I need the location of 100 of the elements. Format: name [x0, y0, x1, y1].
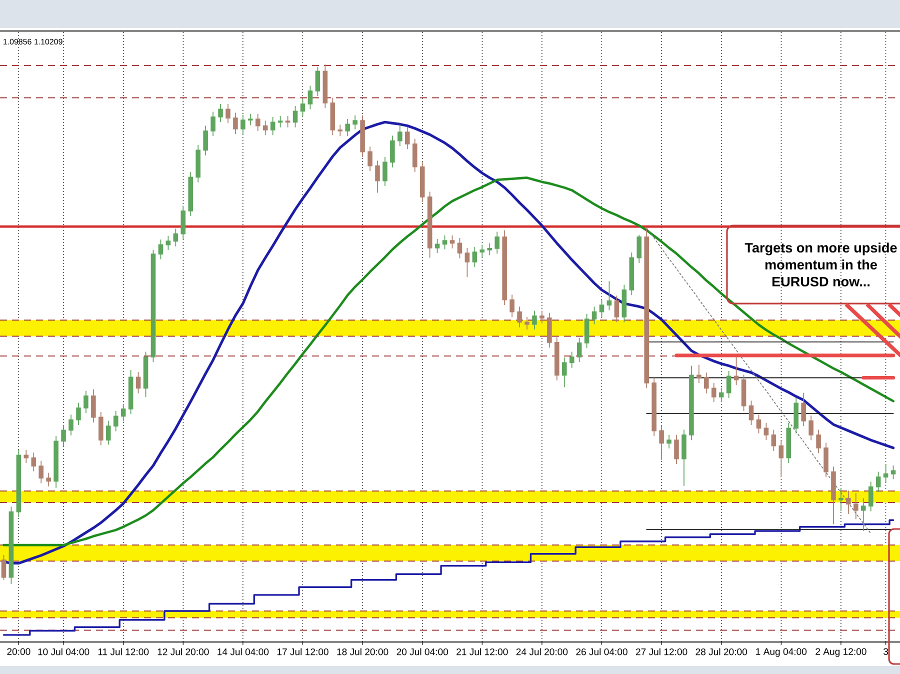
x-tick-label: 10 Jul 04:00 [38, 648, 90, 656]
candlestick [8, 506, 14, 584]
candlestick [764, 422, 769, 441]
candlestick [636, 234, 642, 264]
candlestick [368, 146, 372, 172]
candlestick [711, 382, 716, 403]
candlestick [540, 310, 544, 324]
candlestick [76, 402, 81, 426]
candlestick [150, 250, 156, 363]
candlestick [390, 135, 395, 168]
candlestick [248, 113, 253, 126]
candlestick [741, 374, 746, 412]
x-tick-label: 28 Jul 20:00 [696, 648, 748, 656]
candlestick [876, 471, 881, 493]
candlestick [352, 114, 358, 130]
candlestick [24, 450, 29, 464]
x-tick-label: 18 Jul 20:00 [337, 648, 388, 656]
candlestick [854, 492, 858, 520]
candlestick [31, 452, 36, 472]
candlestick [494, 231, 500, 254]
candlestick [91, 388, 96, 423]
candlestick [143, 351, 148, 398]
candlestick [480, 244, 485, 258]
candlestick [54, 435, 58, 488]
candlestick [824, 442, 828, 478]
candlestick [46, 472, 51, 487]
candlestick [120, 403, 126, 422]
candlestick [196, 144, 200, 183]
candlestick [786, 422, 792, 464]
candlestick [659, 425, 664, 460]
candlestick [128, 370, 134, 415]
candlestick [808, 415, 814, 441]
candlestick [682, 429, 686, 486]
candlestick [816, 429, 821, 454]
candlestick [68, 414, 74, 436]
candlestick [860, 498, 866, 532]
candlestick [831, 466, 836, 525]
candlestick [233, 112, 238, 135]
candlestick [98, 412, 104, 446]
candlestick [472, 246, 478, 268]
x-tick-label: 1 Aug 04:00 [756, 648, 807, 657]
candlestick [562, 357, 567, 388]
candlestick [427, 191, 432, 258]
candlestick [696, 364, 702, 384]
candlestick [38, 460, 44, 484]
candlestick [278, 115, 283, 128]
candlestick [748, 400, 754, 426]
candlestick [360, 114, 365, 158]
x-tick-label: 11 Jul 12:00 [98, 648, 149, 656]
candlestick [629, 252, 634, 296]
candlestick [554, 336, 560, 381]
x-tick-label: 27 Jul 12:00 [636, 648, 688, 656]
candlestick [644, 228, 649, 389]
candlestick [726, 370, 732, 398]
candlestick [84, 390, 88, 414]
candlestick [704, 372, 709, 394]
candlestick [464, 247, 470, 278]
candlestick [524, 316, 530, 330]
candlestick [173, 228, 178, 247]
candlestick [576, 337, 582, 363]
candlestick [210, 111, 216, 137]
candlestick [614, 295, 620, 323]
candlestick [322, 64, 328, 109]
candlestick [113, 410, 118, 432]
candlestick [517, 306, 522, 328]
candlestick [510, 294, 514, 318]
x-tick-label: 21 Jul 12:00 [456, 648, 508, 656]
candlestick [487, 242, 492, 256]
candlestick [166, 235, 171, 250]
candlestick [106, 420, 111, 446]
candlestick [778, 440, 784, 478]
candlestick [398, 124, 402, 146]
candlestick [883, 464, 888, 483]
candlestick [718, 387, 724, 403]
candlestick [412, 138, 418, 172]
candlestick [457, 238, 462, 259]
candlestick [622, 284, 627, 323]
candlestick [262, 120, 268, 136]
candlestick [226, 104, 230, 124]
x-tick-label: 14 Jul 04:00 [218, 648, 269, 656]
x-tick-label: 3 [884, 648, 888, 655]
candlestick [666, 434, 672, 449]
candlestick [16, 450, 22, 518]
candlestick [868, 481, 874, 512]
candlestick [547, 312, 552, 348]
x-tick-label: 17 Jul 12:00 [277, 648, 328, 656]
candlestick [188, 172, 194, 217]
candlestick [801, 392, 806, 427]
x-tick-label: 24 Jul 20:00 [516, 648, 568, 656]
candlestick [330, 97, 336, 136]
candlestick [338, 124, 343, 137]
candlestick [584, 313, 590, 349]
candlestick [794, 398, 798, 434]
candlestick [846, 490, 851, 514]
candlestick [382, 156, 388, 186]
candlestick [240, 114, 246, 135]
candlestick [61, 424, 66, 447]
candlestick [180, 205, 186, 240]
candlestick [420, 161, 425, 203]
x-tick-label: 20:00 [7, 648, 30, 655]
